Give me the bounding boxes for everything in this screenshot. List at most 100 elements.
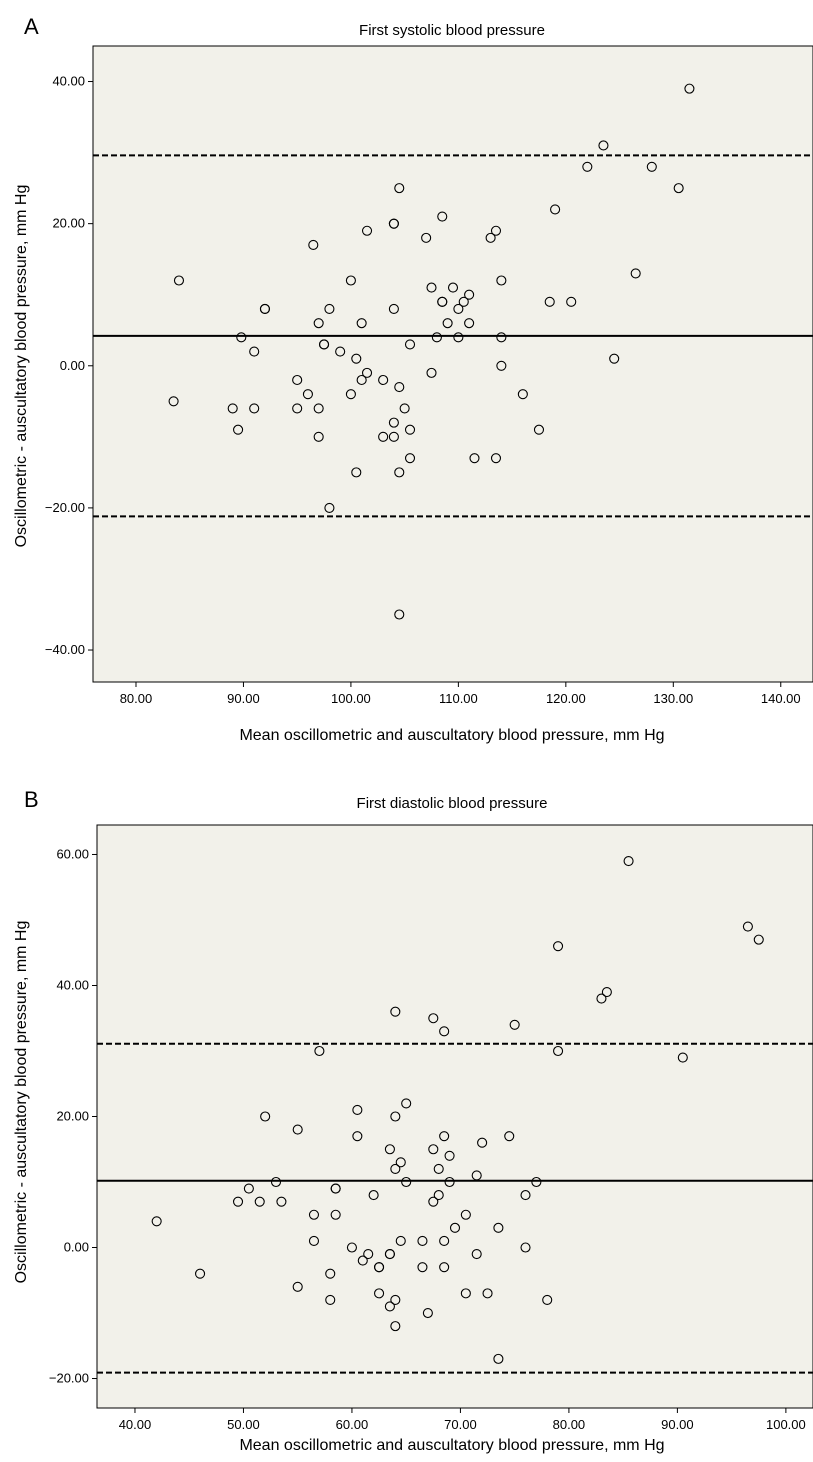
panel-b: B First diastolic blood pressure 60.0040… [13,787,813,1454]
data-point [520,1242,531,1253]
x-axis-label-b: Mean oscillometric and auscultatory bloo… [239,1437,664,1454]
y-tick-label: 20.00 [52,216,85,231]
data-point [346,1242,357,1253]
data-point [428,1013,439,1024]
data-point [388,218,399,229]
data-point [318,339,330,350]
data-point [471,1249,482,1260]
data-point [313,318,324,329]
data-point [356,318,367,329]
data-point [351,353,362,364]
data-point [453,303,464,314]
data-point [464,318,475,329]
y-tick-label: −20.00 [45,500,85,515]
y-tick-label: 60.00 [56,846,89,861]
data-point [433,1163,444,1174]
data-point [598,140,609,151]
data-point [431,332,442,343]
data-point [374,1262,385,1273]
data-point [485,232,496,243]
data-point [195,1268,206,1279]
data-point [442,318,453,329]
data-point [361,225,373,236]
data-point [308,1209,320,1220]
data-point [361,367,373,378]
data-point [308,239,319,251]
data-point [428,1144,439,1155]
y-tick-label: −40.00 [45,642,85,657]
data-point [390,1163,401,1174]
data-point [399,403,410,414]
data-point [254,1196,265,1207]
data-point [292,374,303,386]
data-point [384,1144,395,1155]
data-point [260,1111,271,1122]
panel-letter-b: B [24,787,39,812]
chart-title-b: First diastolic blood pressure [357,795,548,812]
data-point [428,1196,439,1207]
data-point [394,467,405,478]
data-point [276,1196,287,1207]
data-point [437,296,448,307]
data-point [509,1019,520,1030]
panel-letter-a: A [24,14,39,39]
data-point [550,204,561,215]
data-point [249,403,260,414]
data-point [439,1131,450,1142]
data-point [520,1190,531,1201]
data-point [673,183,684,194]
data-point [325,1294,336,1305]
data-point [378,374,389,386]
x-tick-label: 70.00 [444,1417,477,1432]
x-tick-label: 90.00 [227,691,260,706]
y-axis-label-a: Oscillometric - auscultatory blood press… [13,185,30,548]
data-point [677,1052,688,1063]
data-point [437,211,448,222]
data-point [531,1176,542,1188]
x-tick-label: 140.00 [761,691,801,706]
data-point [433,1190,444,1201]
data-point [542,1294,553,1305]
data-point [458,296,469,307]
data-point [394,609,405,620]
data-point [444,1150,455,1161]
data-point [401,1176,412,1188]
data-point [325,1268,336,1279]
x-tick-label: 100.00 [766,1417,806,1432]
chart-title-a: First systolic blood pressure [359,22,545,39]
data-point [490,225,502,236]
y-tick-label: 40.00 [52,74,85,89]
data-point [352,1131,363,1142]
data-point [477,1137,488,1148]
x-tick-label: 90.00 [661,1417,694,1432]
x-axis-label-a: Mean oscillometric and auscultatory bloo… [239,727,664,744]
y-axis-a: 40.00 20.00 0.00 −20.00 −40.00 [45,74,93,657]
y-tick-label: −20.00 [49,1371,89,1386]
data-point [384,1301,395,1312]
data-point [496,332,507,343]
data-point [439,1262,450,1273]
data-point [232,1196,244,1207]
x-tick-label: 40.00 [119,1417,152,1432]
data-point [401,1098,412,1109]
data-point [482,1288,493,1299]
data-point [395,1235,406,1247]
data-point [395,1157,406,1168]
data-point [439,1026,450,1037]
data-point [596,993,607,1004]
x-tick-label: 130.00 [653,691,693,706]
data-point [460,1288,471,1299]
data-point [553,1045,564,1057]
x-tick-label: 110.00 [439,691,478,706]
data-point [753,934,764,945]
data-point [464,289,475,300]
y-axis-b: 60.00 40.00 20.00 0.00 −20.00 [49,846,97,1386]
data-point [292,403,303,414]
data-point [684,83,695,94]
data-point [544,296,555,307]
data-point [394,183,405,194]
data-point [533,424,545,435]
data-point [517,389,528,400]
data-point [388,417,399,428]
data-point [249,346,260,357]
